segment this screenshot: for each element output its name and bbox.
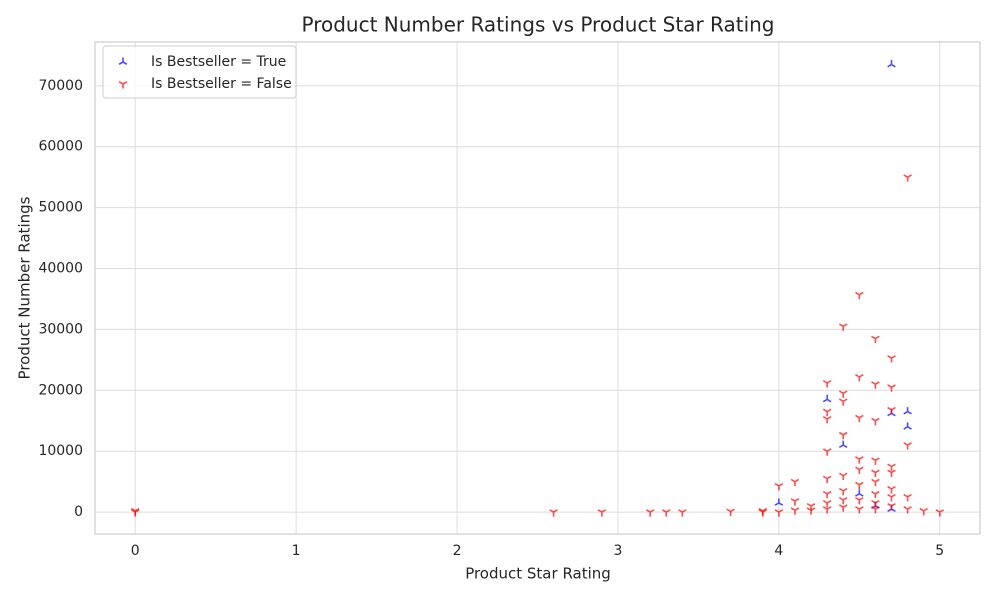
point: [871, 506, 880, 514]
point: [838, 496, 848, 505]
point: [855, 489, 864, 497]
point: [855, 414, 864, 423]
point: [822, 394, 832, 403]
point: [871, 457, 880, 465]
y-tick-label: 40000: [38, 261, 83, 277]
point: [758, 509, 768, 517]
point: [855, 291, 864, 300]
y-tick-label: 0: [74, 504, 83, 520]
point: [887, 60, 896, 68]
y-axis-label: Product Number Ratings: [16, 196, 34, 379]
point: [871, 478, 880, 487]
point: [887, 493, 896, 502]
point: [838, 398, 848, 406]
point: [887, 355, 896, 363]
point: [871, 469, 880, 477]
point: [903, 442, 912, 450]
plot-frame: [94, 41, 981, 535]
x-tick-label: 4: [774, 543, 783, 559]
point: [790, 507, 800, 515]
point: [935, 509, 945, 517]
legend-label: Is Bestseller = True: [151, 54, 286, 70]
y-tick-label: 50000: [38, 200, 83, 216]
point: [597, 509, 607, 517]
y-tick-label: 10000: [38, 443, 83, 459]
point: [806, 507, 816, 515]
point: [822, 408, 832, 417]
point: [822, 448, 832, 456]
point: [855, 506, 864, 514]
point: [822, 415, 832, 424]
point: [871, 381, 880, 389]
point: [871, 490, 880, 499]
point: [774, 498, 784, 506]
x-axis-label: Product Star Rating: [465, 565, 611, 583]
point: [871, 335, 880, 344]
chart-title: Product Number Ratings vs Product Star R…: [301, 13, 774, 37]
point: [903, 174, 912, 182]
point: [855, 496, 864, 505]
y-tick-label: 60000: [38, 139, 83, 155]
point: [887, 503, 896, 511]
point: [822, 380, 832, 388]
point: [838, 504, 848, 512]
point: [774, 509, 784, 517]
point: [838, 440, 848, 449]
y-tick-label: 20000: [38, 382, 83, 398]
point: [774, 482, 784, 491]
point: [919, 507, 928, 516]
point: [838, 323, 848, 331]
point: [661, 509, 671, 517]
legend-marker: [118, 57, 128, 65]
point: [903, 506, 912, 514]
point: [645, 509, 655, 517]
x-tick-label: 5: [935, 543, 944, 559]
point: [838, 431, 848, 440]
point: [855, 466, 864, 474]
point: [790, 478, 800, 487]
point: [822, 500, 832, 508]
point: [871, 417, 880, 426]
point: [887, 469, 896, 477]
point: [871, 500, 880, 508]
y-tick-label: 70000: [38, 78, 83, 94]
x-tick-label: 0: [131, 543, 140, 559]
point: [903, 493, 912, 502]
point: [822, 475, 832, 484]
x-tick-label: 1: [292, 543, 301, 559]
legend-label: Is Bestseller = False: [151, 76, 292, 92]
point: [726, 508, 735, 516]
point: [790, 498, 800, 506]
x-tick-label: 2: [453, 543, 462, 559]
x-tick-label: 3: [613, 543, 622, 559]
point: [855, 481, 864, 490]
point: [887, 485, 896, 494]
point: [838, 487, 848, 496]
legend-marker: [118, 81, 128, 89]
legend-box: [102, 45, 297, 99]
point: [678, 509, 687, 517]
point: [838, 472, 848, 481]
y-tick-label: 30000: [38, 321, 83, 337]
point: [887, 406, 896, 415]
point: [887, 384, 896, 392]
point: [903, 407, 912, 415]
point: [903, 422, 912, 430]
point: [855, 456, 864, 464]
point: [855, 373, 864, 382]
point: [549, 509, 558, 517]
point: [838, 390, 848, 398]
point: [887, 463, 896, 471]
point: [130, 507, 140, 516]
point: [822, 506, 832, 514]
point: [822, 490, 832, 499]
